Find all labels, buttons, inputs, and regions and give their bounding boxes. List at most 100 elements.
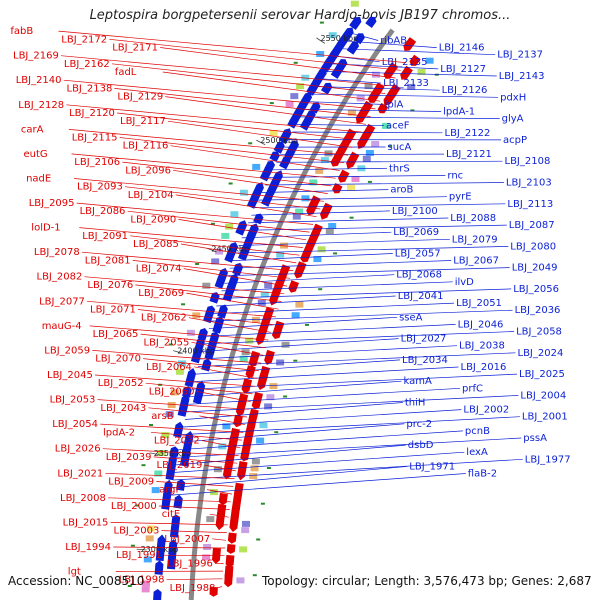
- rna-marker: [168, 343, 173, 346]
- reverse-label-leader: [173, 169, 328, 194]
- cog-feature-box: [257, 299, 266, 306]
- forward-gene-label: LBJ_2001: [522, 412, 568, 423]
- reverse-gene-label: LBJ_2171: [112, 43, 158, 54]
- cog-feature-box: [372, 71, 380, 78]
- forward-label-leader: [221, 281, 453, 292]
- cog-feature-box: [309, 179, 318, 186]
- cog-feature-box: [221, 232, 230, 239]
- cog-feature-box: [269, 383, 278, 390]
- forward-gene-label: flaB-2: [468, 469, 497, 480]
- forward-gene-arrow: [173, 421, 184, 438]
- reverse-gene-arrow: [255, 328, 268, 345]
- cog-feature-box: [292, 213, 301, 220]
- forward-gene-label: LBJ_2113: [507, 199, 553, 210]
- forward-label-leader: [300, 116, 500, 119]
- reverse-gene-label: LBJ_2053: [50, 395, 96, 406]
- reverse-gene-label: LBJ_2069: [138, 288, 184, 299]
- reverse-gene-arrow: [251, 398, 262, 410]
- reverse-gene-arrow: [226, 544, 236, 554]
- forward-gene-label: LBJ_2127: [440, 64, 486, 75]
- forward-gene-arrow: [192, 386, 204, 405]
- reverse-label-leader: [71, 153, 336, 179]
- cog-feature-box: [266, 394, 275, 401]
- rna-marker: [181, 303, 186, 306]
- reverse-gene-arrow: [271, 328, 282, 339]
- reverse-gene-label: LBJ_2085: [133, 239, 179, 250]
- forward-gene-label: pyrE: [449, 192, 472, 203]
- reverse-gene-arrow: [237, 461, 248, 481]
- rna-marker: [127, 585, 132, 587]
- cog-feature-box: [141, 586, 150, 593]
- forward-label-leader: [229, 260, 452, 269]
- forward-gene-arrow: [169, 520, 180, 538]
- reverse-gene-arrow: [229, 515, 239, 532]
- forward-label-leader: [202, 338, 399, 352]
- cog-feature-box: [382, 122, 390, 129]
- forward-label-leader: [313, 93, 499, 98]
- forward-gene-label: LBJ_1977: [525, 454, 571, 465]
- reverse-gene-arrow: [383, 88, 398, 106]
- forward-gene-arrow: [235, 220, 248, 236]
- forward-label-leader: [173, 458, 523, 481]
- forward-label-leader: [218, 288, 512, 299]
- cog-feature-box: [276, 359, 285, 366]
- forward-gene-arrow: [259, 165, 273, 182]
- forward-gene-label: LBJ_2146: [439, 43, 485, 54]
- reverse-label-leader: [87, 300, 276, 318]
- reverse-label-leader: [150, 431, 242, 441]
- cog-feature-box: [225, 223, 234, 230]
- rna-marker: [293, 359, 298, 362]
- forward-gene-label: lplA: [385, 99, 404, 110]
- cog-feature-box: [142, 580, 150, 587]
- accession-label: Accession: NC_008510: [8, 574, 145, 588]
- forward-label-leader: [248, 217, 449, 224]
- scale-tick: [207, 248, 217, 253]
- cog-feature-box: [202, 282, 211, 289]
- cog-feature-box: [371, 141, 380, 147]
- reverse-label-leader: [212, 538, 226, 541]
- reverse-label-leader: [166, 578, 223, 581]
- rna-marker: [274, 431, 279, 434]
- reverse-label-leader: [164, 554, 225, 557]
- forward-gene-arrow: [246, 191, 260, 209]
- cog-feature-box: [236, 577, 245, 584]
- cog-feature-box: [269, 130, 278, 137]
- forward-label-leader: [199, 345, 458, 360]
- reverse-gene-label: citE: [162, 509, 181, 520]
- forward-gene-label: LBJ_2143: [499, 71, 545, 82]
- reverse-gene-label: LBJ_2169: [13, 51, 59, 62]
- reverse-label-leader: [114, 88, 371, 117]
- forward-gene-label: ribAB: [380, 36, 407, 47]
- cog-feature-box: [296, 83, 305, 90]
- reverse-gene-arrow: [227, 532, 237, 544]
- reverse-label-leader: [68, 129, 349, 156]
- forward-gene-arrow: [155, 546, 165, 562]
- forward-label-leader: [171, 473, 466, 496]
- reverse-gene-label: LBJ_1998: [119, 575, 165, 586]
- reverse-label-leader: [58, 30, 407, 63]
- reverse-label-leader: [74, 178, 325, 202]
- reverse-label-leader: [180, 243, 297, 264]
- reverse-gene-label: LBJ_2115: [72, 133, 118, 144]
- reverse-label-leader: [92, 350, 262, 364]
- rna-marker: [283, 395, 288, 398]
- forward-gene-label: LBJ_2027: [401, 334, 447, 345]
- reverse-gene-label: LBJ_2090: [130, 214, 176, 225]
- reverse-gene-label: LBJ_2120: [69, 108, 115, 119]
- rna-marker: [318, 288, 323, 291]
- reverse-gene-label: LBJ_2021: [57, 468, 103, 479]
- reverse-label-leader: [209, 513, 229, 518]
- forward-gene-label: LBJ_2080: [510, 241, 556, 252]
- reverse-gene-label: LBJ_2070: [95, 354, 141, 365]
- reverse-label-leader: [199, 415, 246, 426]
- reverse-label-leader: [111, 63, 386, 94]
- reverse-gene-label: LBJ_2008: [60, 493, 106, 504]
- cog-feature-box: [328, 32, 337, 39]
- cog-feature-box: [239, 189, 248, 196]
- rna-marker: [228, 182, 233, 185]
- reverse-label-leader: [161, 530, 227, 533]
- forward-label-leader: [216, 295, 396, 307]
- forward-gene-label: LBJ_2034: [402, 355, 448, 366]
- forward-gene-label: sucA: [388, 142, 412, 153]
